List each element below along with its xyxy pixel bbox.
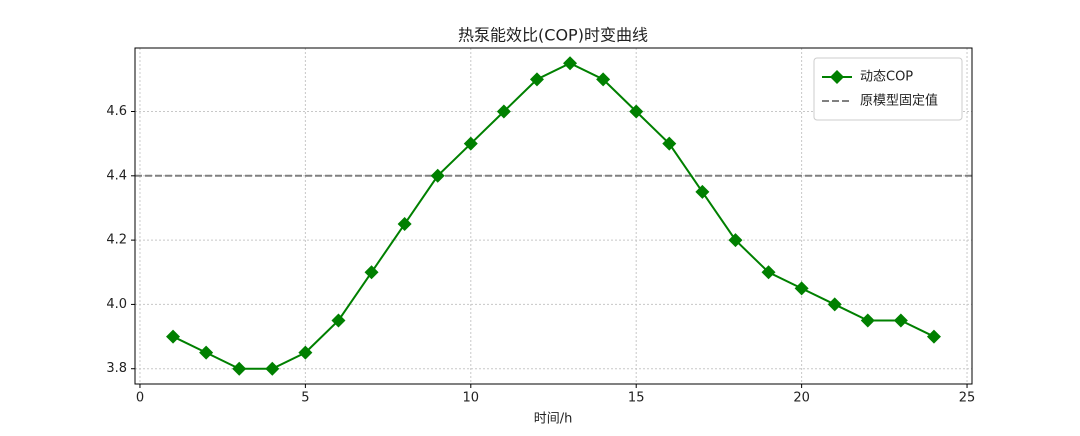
x-tick-label: 5 [301, 391, 309, 406]
marker [662, 136, 677, 151]
marker [463, 136, 478, 151]
y-tick-label: 4.4 [106, 168, 127, 183]
plot-frame [134, 47, 973, 385]
x-tick-label: 25 [959, 391, 976, 406]
marker [265, 361, 280, 376]
marker [860, 313, 875, 328]
y-tick-label: 4.2 [106, 233, 127, 248]
x-axis-label: 时间/h [534, 412, 573, 427]
marker [397, 217, 412, 232]
x-tick-label: 15 [628, 391, 645, 406]
legend-marker [830, 70, 844, 84]
marker [926, 329, 941, 344]
chart-title: 热泵能效比(COP)时变曲线 [458, 26, 648, 45]
marker [827, 297, 842, 312]
y-tick-label: 4.6 [106, 104, 127, 119]
marker [529, 72, 544, 87]
marker [728, 233, 743, 248]
marker [298, 345, 313, 360]
marker [629, 104, 644, 119]
y-tick-label: 3.8 [106, 361, 127, 376]
marker [596, 72, 611, 87]
x-tick-label: 0 [136, 391, 144, 406]
marker [695, 184, 710, 199]
marker [331, 313, 346, 328]
x-tick-label: 10 [463, 391, 480, 406]
marker [893, 313, 908, 328]
marker [199, 345, 214, 360]
marker [430, 168, 445, 183]
marker [166, 329, 181, 344]
legend-label: 动态COP [860, 70, 913, 85]
legend-label: 原模型固定值 [860, 93, 938, 109]
marker [232, 361, 247, 376]
series-line [172, 62, 935, 370]
marker [496, 104, 511, 119]
y-tick-label: 4.0 [106, 297, 127, 312]
marker [794, 281, 809, 296]
legend-box [813, 57, 963, 121]
x-tick-label: 20 [793, 391, 810, 406]
marker [761, 265, 776, 280]
marker [563, 56, 578, 71]
marker [364, 265, 379, 280]
